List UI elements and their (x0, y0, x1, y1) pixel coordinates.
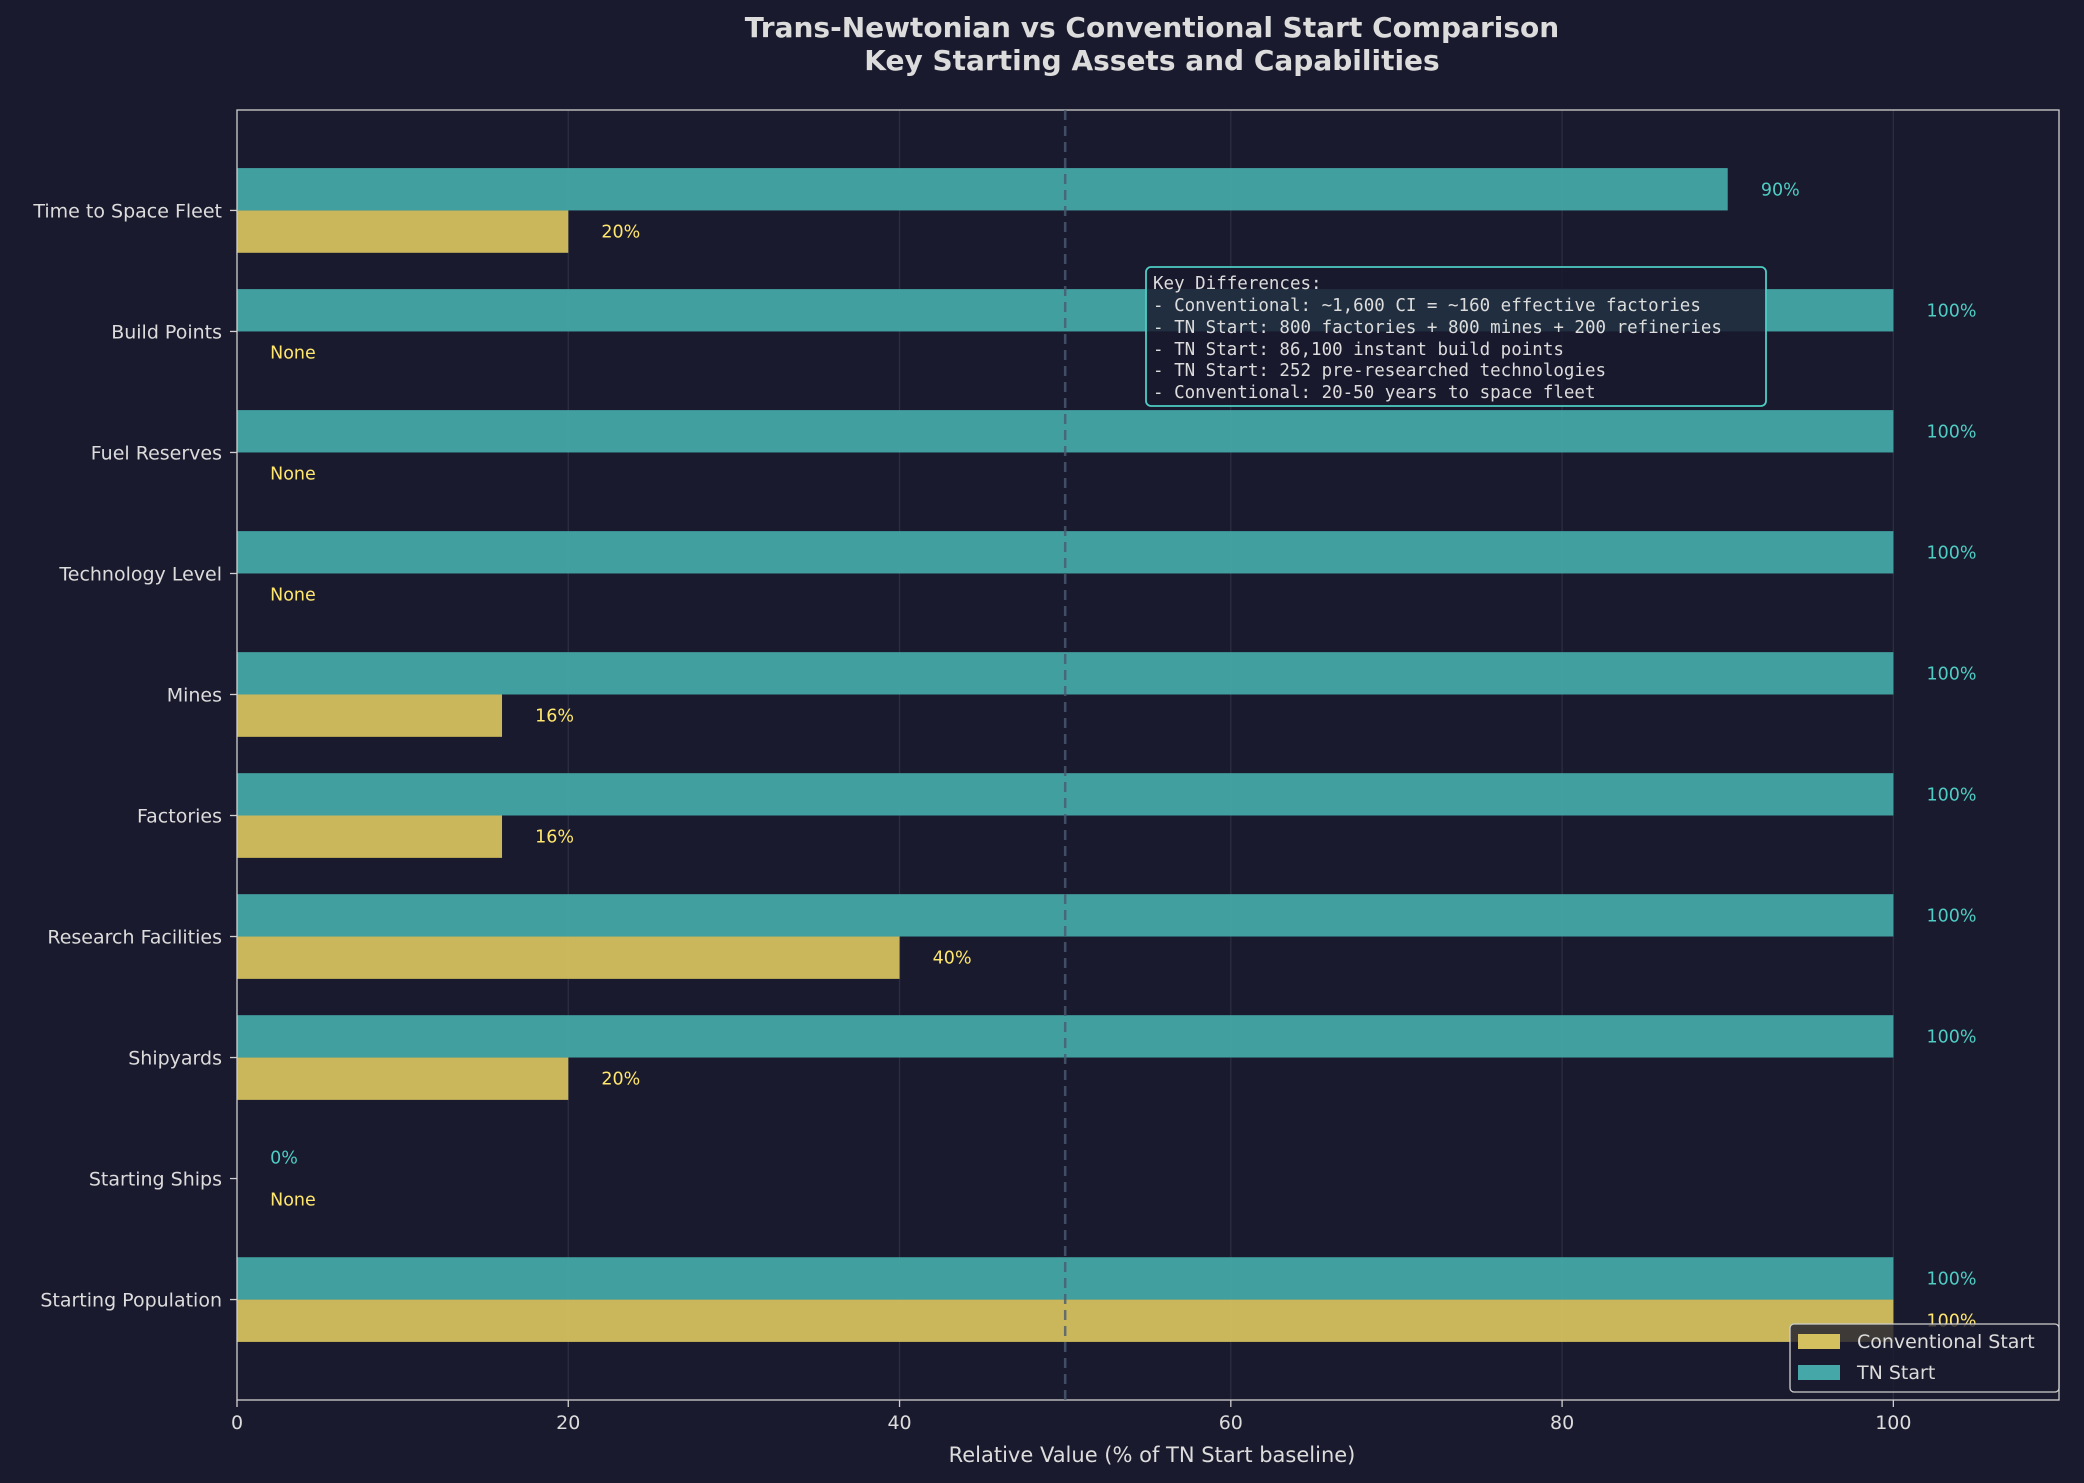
data-label-conventional: None (270, 465, 316, 485)
x-tick-label: 60 (1219, 1412, 1243, 1434)
data-label-tn: 100% (1926, 1027, 1976, 1047)
bar-conventional-5 (237, 694, 503, 737)
data-label-tn: 100% (1926, 906, 1976, 926)
x-tick-label: 100 (1875, 1412, 1911, 1434)
data-label-tn: 100% (1926, 785, 1976, 805)
bar-tn-4 (237, 773, 1894, 816)
y-tick-label: Starting Population (40, 1290, 222, 1312)
data-label-tn: 100% (1926, 422, 1976, 442)
y-tick-label: Build Points (111, 321, 222, 343)
annotation-line: - Conventional: 20-50 years to space fle… (1153, 383, 1596, 403)
y-tick-label: Mines (167, 684, 222, 706)
data-label-tn: 0% (270, 1148, 298, 1168)
annotation-box: Key Differences: - Conventional: ~1,600 … (1145, 266, 1767, 407)
y-tick-label: Shipyards (128, 1048, 222, 1070)
bar-conventional-4 (237, 815, 503, 858)
y-tick-label: Technology Level (58, 563, 222, 585)
x-axis-label: Relative Value (% of TN Start baseline) (949, 1443, 1356, 1467)
bar-tn-9 (237, 168, 1728, 211)
data-label-conventional: 20% (601, 1070, 640, 1090)
data-label-conventional: None (270, 586, 316, 606)
data-label-conventional: None (270, 344, 316, 364)
x-axis: 0 20 40 60 80 100 (231, 1400, 1911, 1434)
chart-title: Trans-Newtonian vs Conventional Start Co… (745, 11, 1559, 44)
data-label-conventional: 16% (535, 707, 574, 727)
x-tick-label: 40 (887, 1412, 911, 1434)
data-label-conventional: 40% (933, 949, 972, 969)
annotation-line: - TN Start: 86,100 instant build points (1153, 340, 1564, 360)
x-tick-label: 80 (1550, 1412, 1574, 1434)
x-tick-label: 0 (231, 1412, 243, 1434)
y-tick-label: Time to Space Fleet (32, 200, 222, 222)
annotation-line: - TN Start: 800 factories + 800 mines + … (1153, 318, 1722, 338)
x-tick-label: 20 (556, 1412, 580, 1434)
data-label-tn: 100% (1926, 1269, 1976, 1289)
legend: Conventional Start TN Start (1789, 1323, 2060, 1393)
data-labels: 100% None 20% 40% 16% 16% None None None 20% 100% 0… (270, 180, 1976, 1331)
bar-conventional-9 (237, 210, 569, 253)
data-label-tn: 100% (1926, 301, 1976, 321)
annotation-line: Key Differences: (1153, 274, 1322, 294)
y-tick-label: Factories (137, 806, 222, 828)
bar-conventional-2 (237, 1057, 569, 1100)
legend-label-tn: TN Start (1856, 1362, 1935, 1384)
chart-subtitle: Key Starting Assets and Capabilities (864, 44, 1439, 77)
data-label-tn: 100% (1926, 543, 1976, 563)
legend-swatch-conventional (1798, 1334, 1840, 1349)
plot-frame (236, 109, 2060, 1401)
legend-label-conventional: Conventional Start (1857, 1331, 2035, 1353)
bars (237, 168, 1894, 1342)
annotation-line: - Conventional: ~1,600 CI = ~160 effecti… (1153, 296, 1701, 316)
y-tick-label: Fuel Reserves (91, 442, 222, 464)
data-label-conventional: 16% (535, 828, 574, 848)
data-label-tn: 100% (1926, 664, 1976, 684)
data-label-conventional: None (270, 1191, 316, 1211)
bar-conventional-3 (237, 936, 900, 979)
y-tick-label: Starting Ships (89, 1169, 222, 1191)
legend-swatch-tn (1798, 1365, 1840, 1380)
data-label-conventional: 20% (601, 223, 640, 243)
y-axis: Starting Population Starting Ships Shipyar… (32, 200, 237, 1312)
data-label-tn: 90% (1761, 180, 1800, 200)
annotation-line: - TN Start: 252 pre-researched technolog… (1153, 361, 1606, 381)
bar-tn-2 (237, 1015, 1894, 1058)
y-tick-label: Research Facilities (47, 927, 222, 949)
